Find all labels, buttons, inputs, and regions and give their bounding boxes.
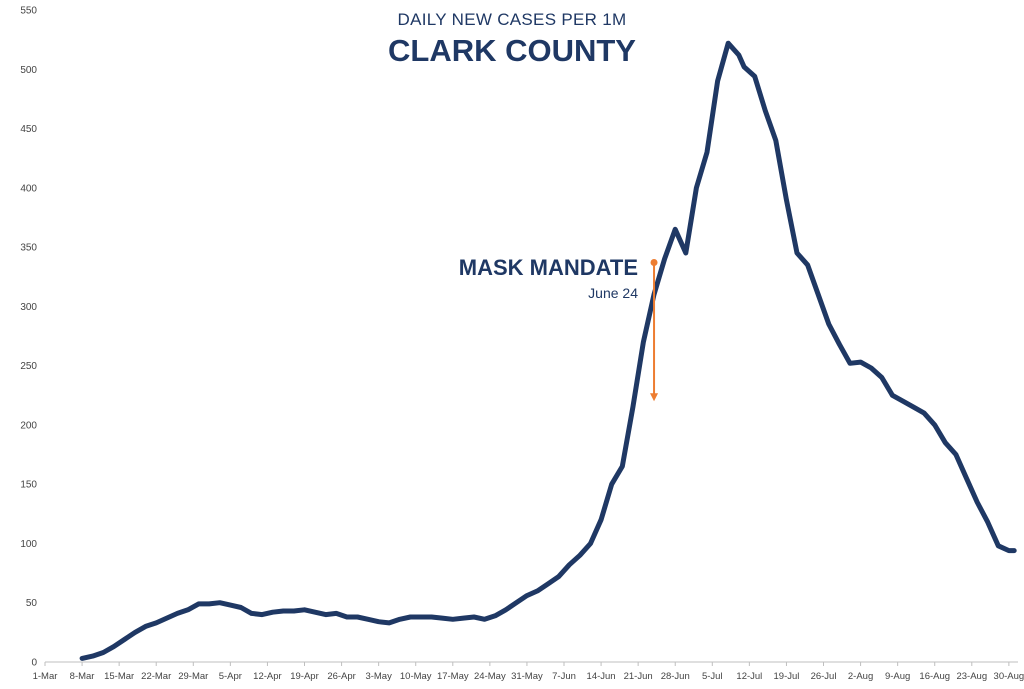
x-tick-label: 7-Jun	[552, 671, 576, 682]
y-tick-label: 150	[20, 480, 37, 491]
x-tick-label: 16-Aug	[919, 671, 950, 682]
y-tick-label: 350	[20, 243, 37, 254]
y-tick-label: 450	[20, 124, 37, 135]
x-tick-label: 29-Mar	[178, 671, 208, 682]
x-tick-label: 26-Apr	[327, 671, 356, 682]
x-tick-label: 12-Apr	[253, 671, 282, 682]
x-tick-label: 22-Mar	[141, 671, 171, 682]
x-tick-label: 17-May	[437, 671, 469, 682]
y-tick-label: 0	[31, 658, 37, 669]
mask-mandate-dot	[650, 259, 658, 267]
mask-mandate-arrowhead	[650, 393, 659, 402]
x-tick-label: 10-May	[400, 671, 432, 682]
y-tick-label: 50	[26, 598, 38, 609]
x-tick-label: 26-Jul	[811, 671, 837, 682]
y-tick-label: 100	[20, 539, 37, 550]
mask-mandate-label: MASK MANDATE	[458, 255, 638, 280]
chart-subtitle: DAILY NEW CASES PER 1M	[397, 10, 627, 29]
x-tick-label: 31-May	[511, 671, 543, 682]
x-tick-label: 1-Mar	[33, 671, 58, 682]
x-tick-label: 9-Aug	[885, 671, 910, 682]
x-axis-ticks: 1-Mar 8-Mar 15-Mar 22-Mar 29-Mar 5-Apr 12-Apr 1…	[33, 662, 1024, 682]
mask-mandate-date: June 24	[588, 285, 638, 301]
x-tick-label: 12-Jul	[736, 671, 762, 682]
x-tick-label: 8-Mar	[70, 671, 95, 682]
y-tick-label: 300	[20, 302, 37, 313]
y-tick-label: 500	[20, 65, 37, 76]
x-tick-label: 2-Aug	[848, 671, 873, 682]
y-tick-label: 250	[20, 361, 37, 372]
series-line-daily-new-cases	[79, 40, 1017, 661]
chart-title: CLARK COUNTY	[388, 33, 636, 68]
x-tick-label: 30-Aug	[994, 671, 1024, 682]
y-tick-label: 400	[20, 183, 37, 194]
x-tick-label: 28-Jun	[661, 671, 690, 682]
y-tick-label: 200	[20, 420, 37, 431]
x-tick-label: 3-May	[365, 671, 392, 682]
x-tick-label: 14-Jun	[587, 671, 616, 682]
x-tick-label: 24-May	[474, 671, 506, 682]
x-tick-label: 23-Aug	[956, 671, 987, 682]
x-tick-label: 5-Apr	[219, 671, 242, 682]
y-tick-label: 550	[20, 6, 37, 17]
x-tick-label: 19-Jul	[774, 671, 800, 682]
x-tick-label: 5-Jul	[702, 671, 723, 682]
x-tick-label: 15-Mar	[104, 671, 134, 682]
x-tick-label: 19-Apr	[290, 671, 319, 682]
x-tick-label: 21-Jun	[624, 671, 653, 682]
y-axis-ticks: 0 50 100 150 200 250 300 350 400 450 500 550	[20, 6, 37, 669]
